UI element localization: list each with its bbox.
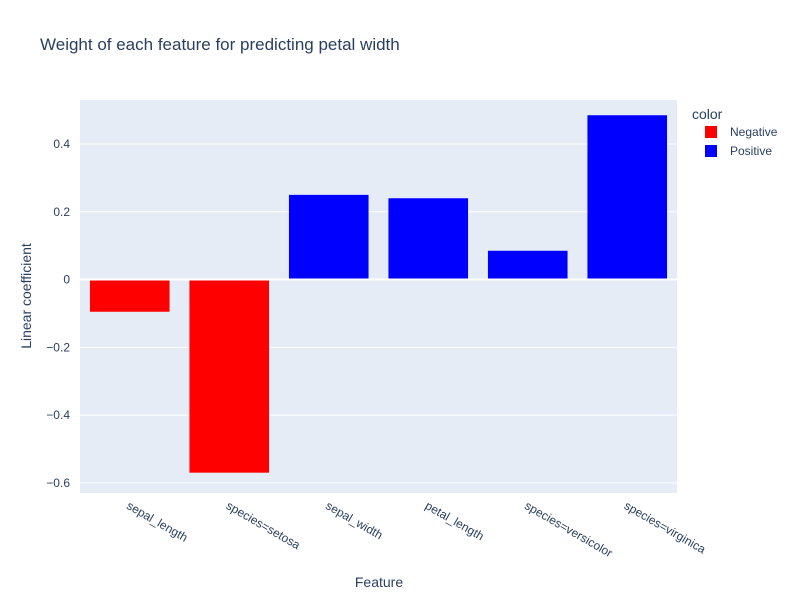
x-tick-label: petal_length (423, 498, 487, 543)
y-tick-label: −0.6 (46, 476, 70, 490)
legend: color Negative Positive (692, 106, 778, 158)
legend-title: color (692, 106, 723, 122)
x-tick-label: species=virginica (622, 498, 709, 556)
bar-petal-length (388, 198, 469, 280)
legend-label-negative[interactable]: Negative (730, 125, 778, 139)
bar-species-setosa (189, 279, 270, 473)
chart-title: Weight of each feature for predicting pe… (40, 35, 400, 54)
x-tick-label: species=versicolor (522, 498, 615, 560)
plot-area (80, 100, 677, 493)
x-axis-title: Feature (355, 574, 403, 590)
legend-label-positive[interactable]: Positive (730, 144, 772, 158)
y-axis-ticks: 0.4 0.2 0 −0.2 −0.4 −0.6 (46, 137, 70, 490)
legend-swatch-positive[interactable] (705, 145, 717, 157)
y-tick-label: −0.2 (46, 340, 70, 354)
bar-species-versicolor (487, 250, 568, 280)
bar-sepal-width (288, 194, 369, 280)
y-tick-label: −0.4 (46, 408, 70, 422)
y-tick-label: 0.2 (53, 205, 70, 219)
y-tick-label: 0 (63, 273, 70, 287)
x-tick-label: sepal_length (124, 498, 190, 544)
y-tick-label: 0.4 (53, 137, 70, 151)
x-tick-label: species=setosa (224, 498, 303, 552)
bars (80, 115, 677, 473)
legend-swatch-negative[interactable] (705, 126, 717, 138)
bar-sepal-length (89, 279, 170, 312)
y-axis-title: Linear coefficient (18, 243, 34, 349)
x-tick-label: sepal_width (323, 498, 385, 542)
x-axis-ticks: sepal_length species=setosa sepal_width pet… (124, 498, 708, 560)
bar-species-virginica (587, 115, 668, 280)
